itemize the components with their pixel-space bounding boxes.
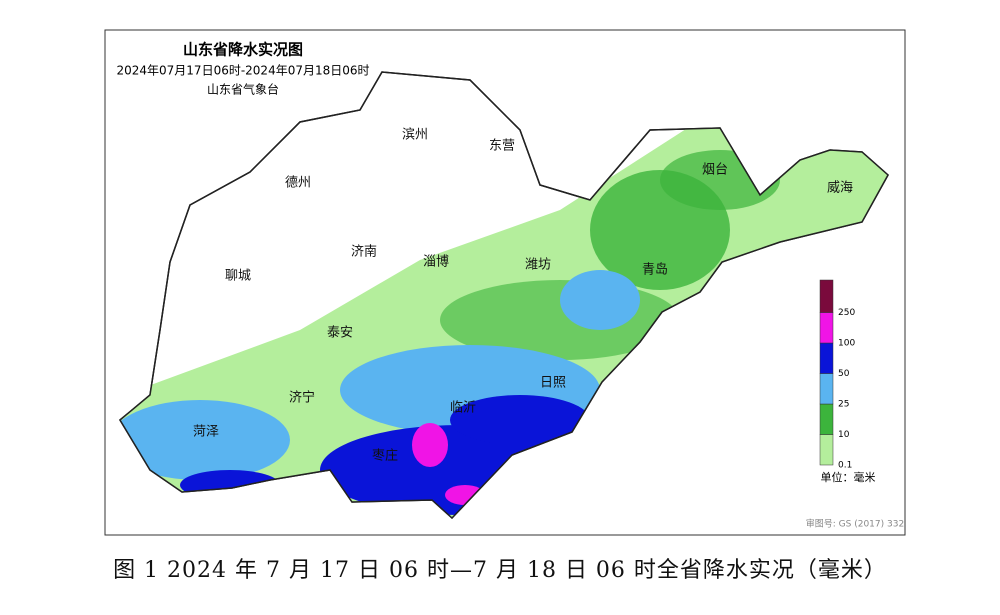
map-period: 2024年07月17日06时-2024年07月18日06时 [116,64,369,78]
review-number: 审图号: GS (2017) 332 [806,518,904,530]
city-label: 聊城 [225,269,251,284]
city-label: 济宁 [289,390,315,406]
city-label: 烟台 [702,163,728,178]
legend-swatch [819,312,834,344]
legend-swatch [819,403,834,435]
city-label: 济南 [351,244,377,260]
map-title: 山东省降水实况图 [183,41,303,59]
city-label: 泰安 [327,326,353,341]
legend-swatch [819,279,834,313]
city-label: 淄博 [423,255,449,270]
figure-caption: 图 1 2024 年 7 月 17 日 06 时—7 月 18 日 06 时全省… [113,558,887,583]
city-label: 滨州 [402,127,428,143]
city-label: 潍坊 [525,258,551,273]
legend-label: 50 [838,369,850,379]
city-label: 德州 [285,176,311,191]
city-label: 青岛 [642,262,668,278]
city-label: 日照 [540,376,566,391]
legend-swatch [819,342,834,374]
map-figure: 山东省降水实况图 2024年07月17日06时-2024年07月18日06时 山… [104,29,906,536]
map-agency: 山东省气象台 [207,82,279,97]
legend-label: 250 [838,308,855,318]
city-label: 东营 [489,139,515,154]
city-label: 威海 [827,181,853,196]
city-label: 枣庄 [372,448,398,464]
legend: 0.1 10 25 50 100 250 [819,279,855,471]
city-label: 菏泽 [193,425,219,440]
legend-swatch [819,434,834,466]
legend-label: 10 [838,430,850,440]
legend-unit: 单位：毫米 [821,470,876,484]
city-label: 临沂 [450,401,476,416]
legend-swatch [819,373,834,405]
legend-label: 25 [838,400,849,410]
legend-label: 0.1 [838,461,852,471]
legend-label: 100 [838,339,855,349]
